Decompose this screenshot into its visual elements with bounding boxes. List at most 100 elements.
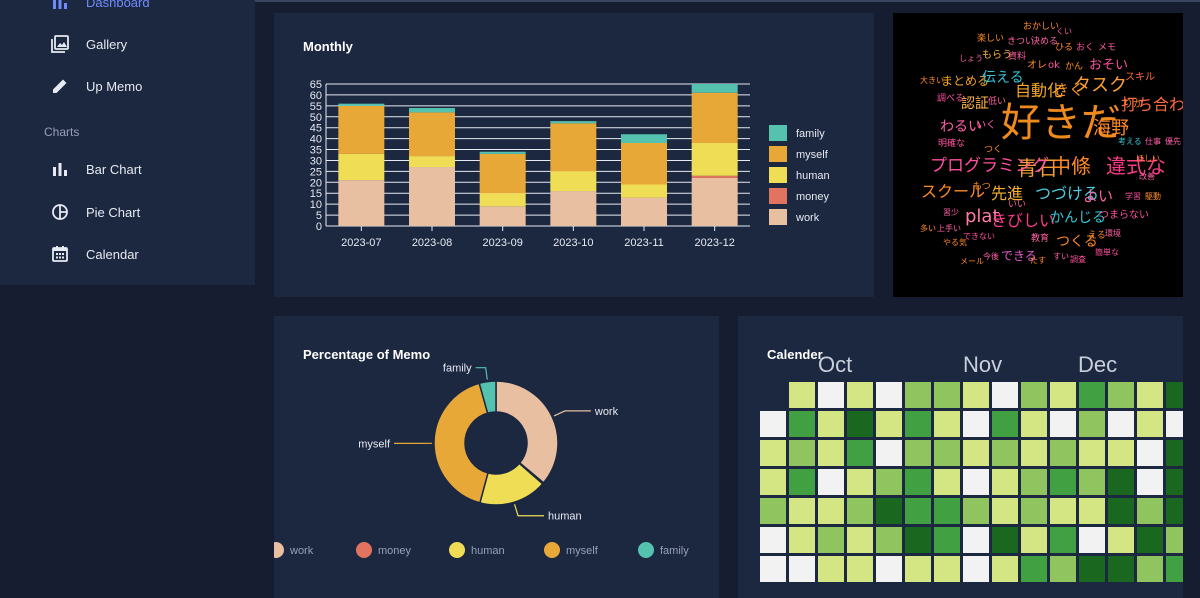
word-cloud-word: つまらない xyxy=(1099,210,1149,221)
calendar-day-cell xyxy=(1137,527,1163,553)
calendar-day-cell xyxy=(992,440,1018,466)
month-label: Nov xyxy=(963,352,1002,377)
calendar-day-cell xyxy=(905,469,931,495)
word-cloud-word: おそい xyxy=(1089,58,1129,73)
x-tick-label: 2023-07 xyxy=(341,237,381,249)
sidebar-item-pie-chart[interactable]: Pie Chart xyxy=(50,200,140,224)
bar-segment-myself xyxy=(338,105,385,154)
bar-chart-icon xyxy=(50,159,70,179)
calendar-day-cell xyxy=(1137,498,1163,524)
word-cloud-word: もらう xyxy=(982,50,1012,61)
word-cloud-word: タスク xyxy=(1073,75,1127,96)
sidebar-item-bar-chart[interactable]: Bar Chart xyxy=(50,157,142,181)
calendar-day-cell xyxy=(1108,556,1134,582)
calendar-day-cell xyxy=(789,382,815,408)
word-cloud-word: 大きい xyxy=(920,76,944,85)
y-tick-label: 20 xyxy=(310,177,322,189)
sidebar-item-label: Gallery xyxy=(86,36,128,52)
calendar-day-cell xyxy=(1108,411,1134,437)
word-cloud-word: かんじる xyxy=(1050,210,1106,226)
word-cloud-word: 簡単な xyxy=(1095,248,1119,257)
word-cloud-word: よい xyxy=(1083,187,1114,205)
bar-segment-myself xyxy=(479,153,526,194)
calendar-day-cell xyxy=(789,469,815,495)
calendar-day-cell xyxy=(760,469,786,495)
percentage-panel: Percentage of Memo work human myself family… xyxy=(274,316,719,598)
word-cloud-word: やる気 xyxy=(943,238,967,247)
legend-label-human: human xyxy=(471,545,505,557)
calendar-day-cell xyxy=(963,469,989,495)
calendar-day-cell xyxy=(1079,556,1105,582)
monthly-title: Monthly xyxy=(303,39,353,54)
sidebar-item-label: Up Memo xyxy=(86,78,143,94)
word-cloud-word: 伝える xyxy=(982,70,1024,86)
calendar-day-cell xyxy=(963,556,989,582)
calendar-icon xyxy=(50,244,70,264)
calendar-day-cell xyxy=(818,556,844,582)
calendar-day-cell xyxy=(847,498,873,524)
y-tick-label: 5 xyxy=(316,210,322,222)
y-tick-label: 30 xyxy=(310,155,322,167)
y-tick-label: 55 xyxy=(310,101,322,113)
sidebar-item-label: Calendar xyxy=(86,246,139,262)
calendar-day-cell xyxy=(760,498,786,524)
calendar-day-cell xyxy=(1166,556,1183,582)
sidebar-item-label: Bar Chart xyxy=(86,161,142,177)
sidebar-item-up-memo[interactable]: Up Memo xyxy=(50,74,142,98)
word-cloud-word: 今後 xyxy=(983,252,999,261)
bar-segment-family xyxy=(550,121,597,124)
bar-segment-human xyxy=(621,184,667,198)
x-tick-label: 2023-08 xyxy=(412,237,452,249)
calendar-day-cell xyxy=(963,440,989,466)
y-tick-label: 50 xyxy=(310,112,322,124)
calendar-day-cell xyxy=(992,411,1018,437)
word-cloud-word: 認証 xyxy=(961,96,989,112)
calendar-day-cell xyxy=(992,498,1018,524)
calendar-day-cell xyxy=(760,556,786,582)
bar-segment-work xyxy=(691,177,738,226)
calendar-day-cell xyxy=(992,469,1018,495)
word-cloud-word: スキル xyxy=(1125,72,1155,83)
legend-dot-myself xyxy=(544,542,560,558)
pie-chart-icon xyxy=(50,202,70,222)
word-cloud-word: 明確な xyxy=(938,139,966,149)
calendar-day-cell xyxy=(876,527,902,553)
donut-label-line-work xyxy=(553,410,591,417)
calendar-day-cell xyxy=(818,527,844,553)
word-cloud-word: 打ち合わせ xyxy=(1121,95,1183,114)
bar-segment-family xyxy=(479,151,526,154)
word-cloud-word: 決める xyxy=(1031,37,1059,47)
word-cloud-word: かん xyxy=(1065,62,1084,72)
sidebar: Dashboard Gallery Up Memo Charts Bar Cha… xyxy=(0,0,255,285)
sidebar-item-calendar[interactable]: Calendar xyxy=(50,242,139,266)
word-cloud-word: できない xyxy=(963,232,995,241)
calendar-day-cell xyxy=(876,411,902,437)
calendar-day-cell xyxy=(1079,469,1105,495)
calendar-day-cell xyxy=(992,556,1018,582)
sidebar-item-gallery[interactable]: Gallery xyxy=(50,32,127,56)
calendar-day-cell xyxy=(847,411,873,437)
calendar-day-cell xyxy=(934,527,960,553)
calendar-day-cell xyxy=(818,411,844,437)
legend-swatch-work xyxy=(769,209,787,225)
donut-label-work: work xyxy=(594,406,619,418)
word-cloud-word: 違式な xyxy=(1106,154,1166,178)
legend-swatch-money xyxy=(769,188,787,204)
y-tick-label: 65 xyxy=(310,79,322,91)
donut-label-family: family xyxy=(443,363,472,375)
donut-label-human: human xyxy=(548,511,582,523)
legend-swatch-family xyxy=(769,125,787,141)
word-cloud-word: りか xyxy=(1123,99,1143,110)
y-tick-label: 0 xyxy=(316,221,322,233)
word-cloud-word: つく xyxy=(984,145,1003,155)
calendar-day-cell xyxy=(963,411,989,437)
word-cloud-word: もつ xyxy=(973,182,991,192)
sidebar-item-dashboard[interactable]: Dashboard xyxy=(50,0,150,14)
calendar-panel: Oct Nov Dec Calender xyxy=(738,316,1183,598)
word-cloud-word: 自動化 xyxy=(1015,81,1064,100)
bar-segment-human xyxy=(479,193,526,207)
word-cloud-word: おかしい xyxy=(1023,22,1060,32)
bar-segment-family xyxy=(691,84,738,93)
y-tick-label: 15 xyxy=(310,188,322,200)
calendar-day-cell xyxy=(905,556,931,582)
